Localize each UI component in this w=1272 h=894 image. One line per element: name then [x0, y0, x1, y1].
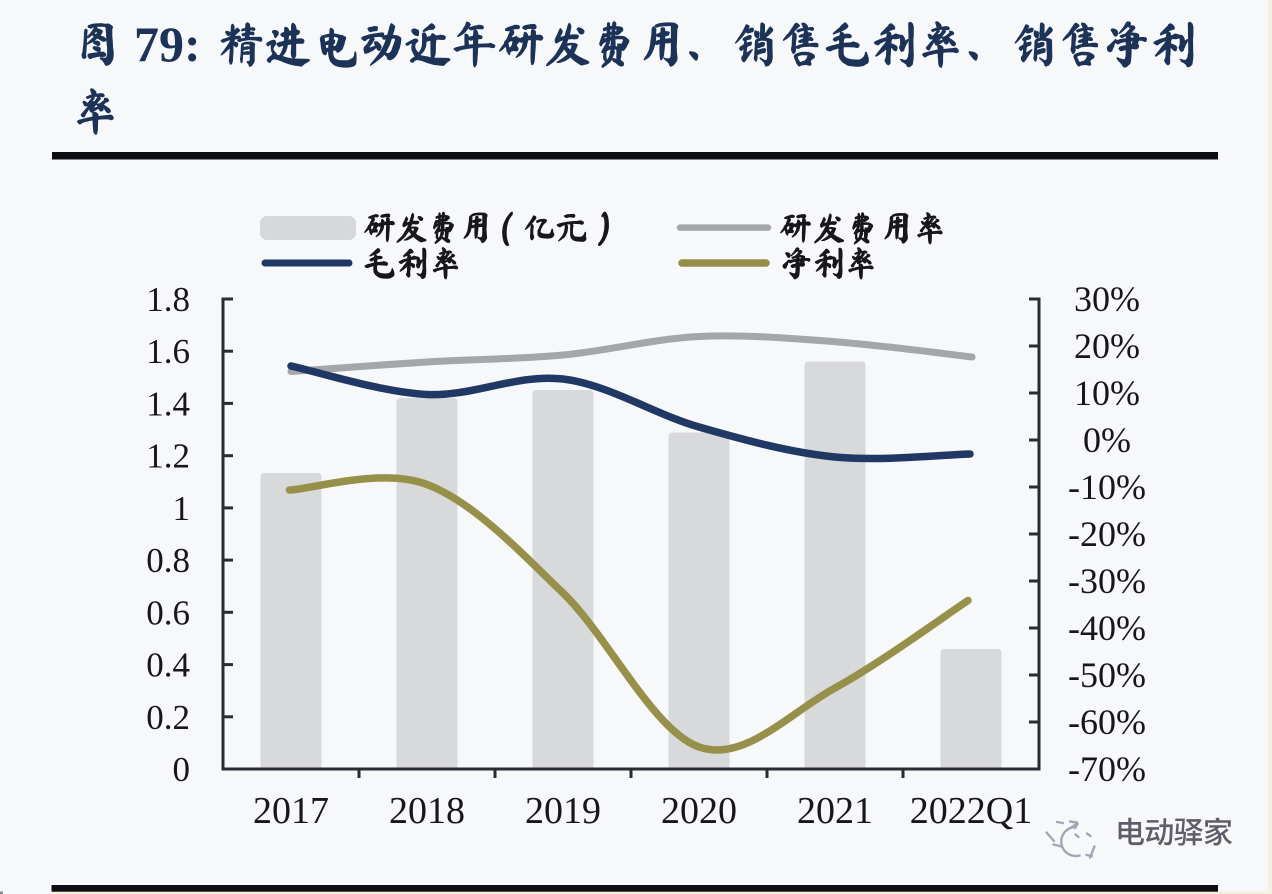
svg-text:2019: 2019 — [525, 790, 601, 832]
svg-text:1: 1 — [173, 489, 191, 528]
svg-text:-70%: -70% — [1068, 749, 1146, 789]
svg-text:0%: 0% — [1083, 420, 1131, 460]
svg-text:30%: 30% — [1074, 279, 1140, 319]
svg-text:1.6: 1.6 — [146, 332, 190, 371]
svg-text:2020: 2020 — [661, 790, 737, 832]
svg-text:1.2: 1.2 — [146, 437, 190, 476]
svg-text:-20%: -20% — [1068, 514, 1146, 554]
svg-text:-30%: -30% — [1068, 561, 1146, 601]
svg-text:-10%: -10% — [1068, 467, 1146, 507]
svg-text:10%: 10% — [1074, 373, 1140, 413]
svg-text:0.2: 0.2 — [146, 698, 190, 737]
svg-text:79:: 79: — [134, 16, 201, 72]
svg-text:2018: 2018 — [389, 790, 465, 832]
svg-text:2017: 2017 — [253, 790, 329, 832]
svg-text:20%: 20% — [1074, 326, 1140, 366]
svg-text:2021: 2021 — [797, 790, 873, 832]
svg-text:-50%: -50% — [1068, 655, 1146, 695]
svg-text:-60%: -60% — [1068, 702, 1146, 742]
svg-text:1.8: 1.8 — [146, 280, 190, 319]
svg-text:1.4: 1.4 — [146, 384, 190, 423]
svg-text:0.6: 0.6 — [146, 593, 190, 632]
svg-text:0.4: 0.4 — [146, 646, 190, 685]
svg-text:0.8: 0.8 — [146, 541, 190, 580]
svg-text:2022Q1: 2022Q1 — [910, 790, 1032, 832]
svg-text:0: 0 — [173, 750, 191, 789]
svg-text:-40%: -40% — [1068, 608, 1146, 648]
